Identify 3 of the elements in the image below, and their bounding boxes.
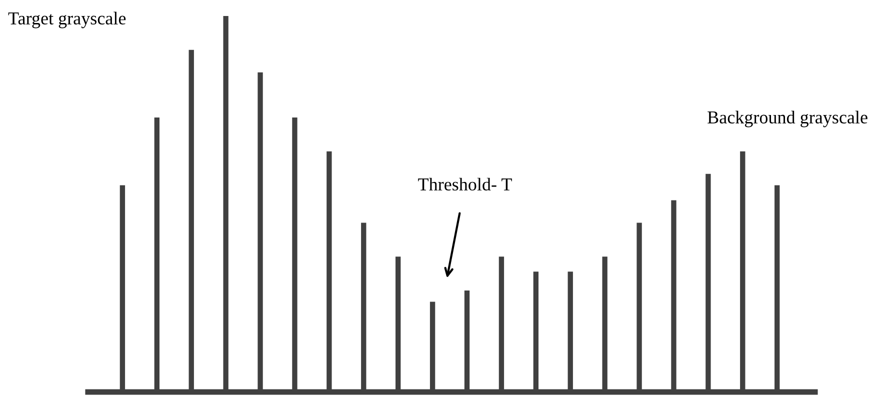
annotation: Background grayscale <box>708 110 868 128</box>
annotation: Threshold- T <box>418 178 512 191</box>
annotation: Target grayscale <box>8 12 126 28</box>
